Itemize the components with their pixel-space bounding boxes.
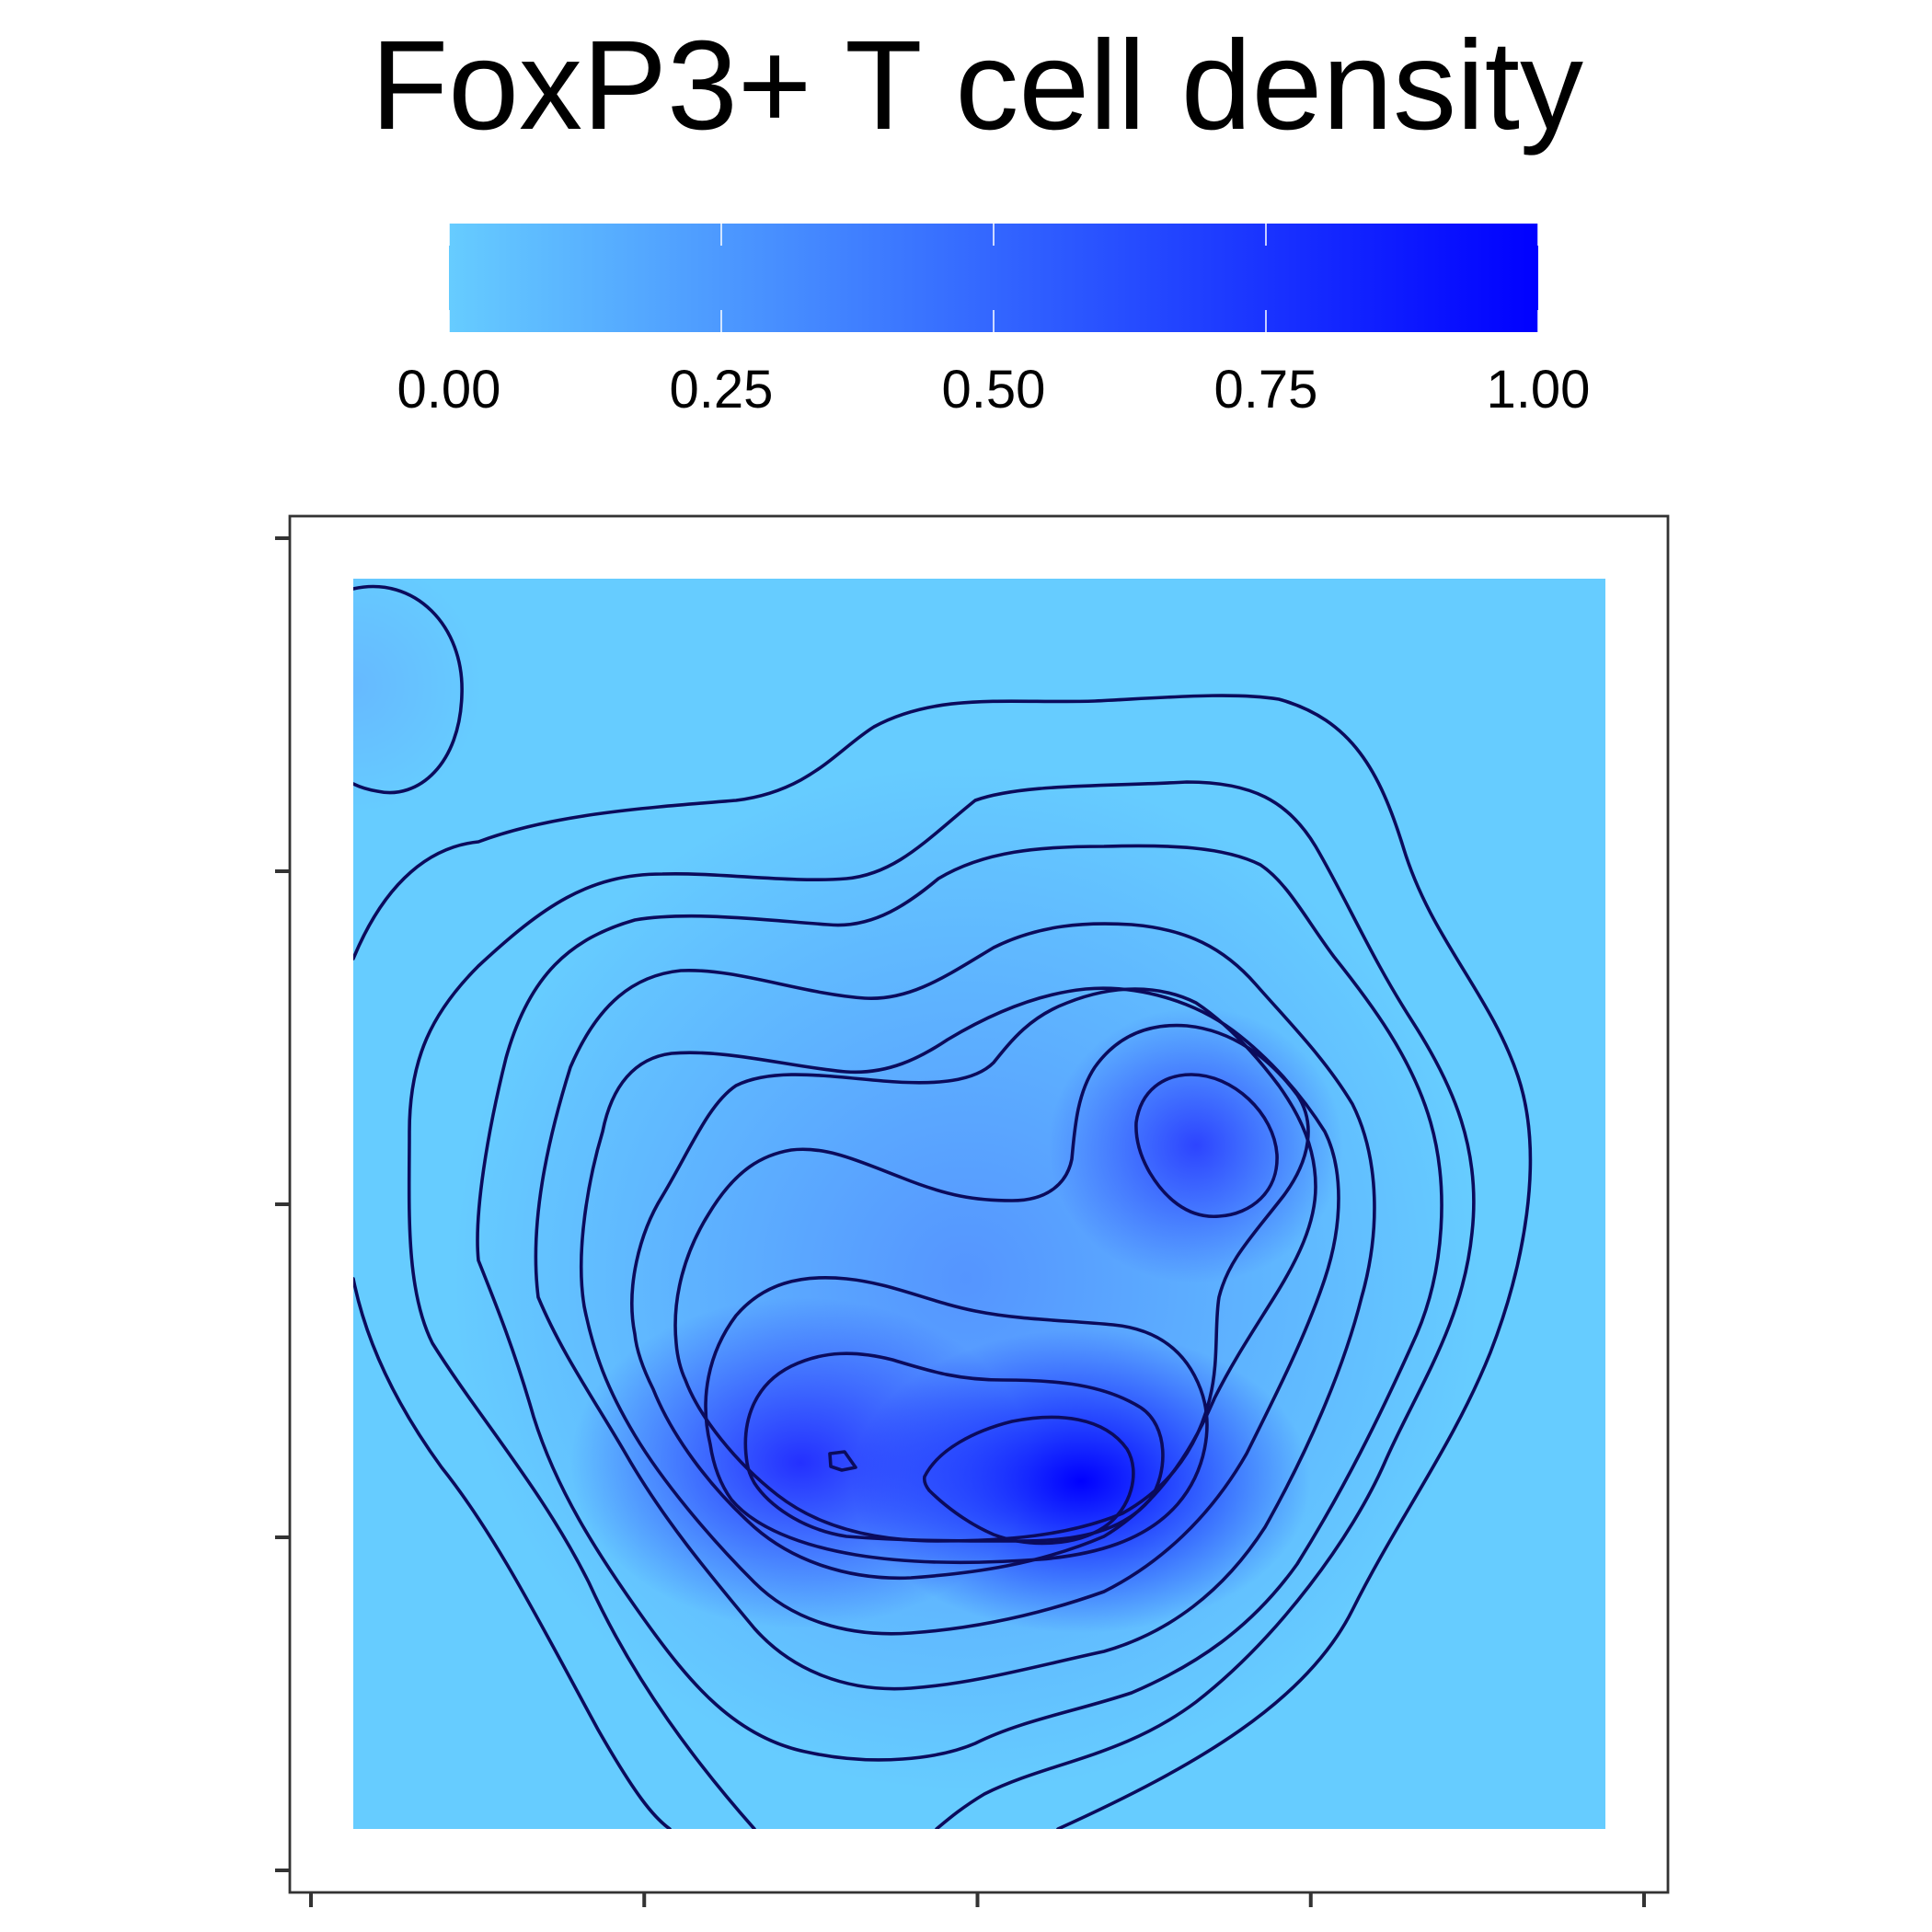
contour-peak-upper-right [1134, 1073, 1279, 1218]
density-raster [353, 579, 1605, 1829]
contour-level-9 [704, 1275, 1209, 1565]
colorbar-tick-label: 0.75 [1214, 360, 1318, 420]
density-peak-main [353, 579, 1605, 1829]
contour-level-4 [476, 844, 1443, 1762]
contour-peak-left [828, 1450, 857, 1472]
chart-title: FoxP3+ T cell density [371, 15, 1583, 156]
contour-level-7 [630, 987, 1317, 1581]
contour-lines [353, 584, 1533, 1829]
contour-peak-main [922, 1415, 1135, 1546]
colorbar-tick-label: 1.00 [1487, 360, 1591, 420]
colorbar-tick-label: 0.25 [670, 360, 774, 420]
colorbar-tick-label: 0.00 [397, 360, 501, 420]
contour-level-1 [353, 694, 1533, 1829]
contour-level-2 [353, 1277, 672, 1829]
colorbar-tick-label: 0.50 [942, 360, 1046, 420]
contour-corner [353, 584, 464, 795]
x-axis-ticks [309, 1892, 1646, 1907]
colorbar-legend: 0.00 0.25 0.50 0.75 1.00 [397, 224, 1591, 420]
colorbar-ticks [448, 224, 1539, 332]
contour-level-6 [579, 986, 1340, 1636]
y-axis-ticks [275, 536, 290, 1872]
contour-level-5 [534, 922, 1376, 1691]
colorbar-tick-labels: 0.00 0.25 0.50 0.75 1.00 [397, 360, 1591, 420]
contour-level-10 [743, 1351, 1165, 1543]
contour-level-3 [407, 780, 1476, 1829]
